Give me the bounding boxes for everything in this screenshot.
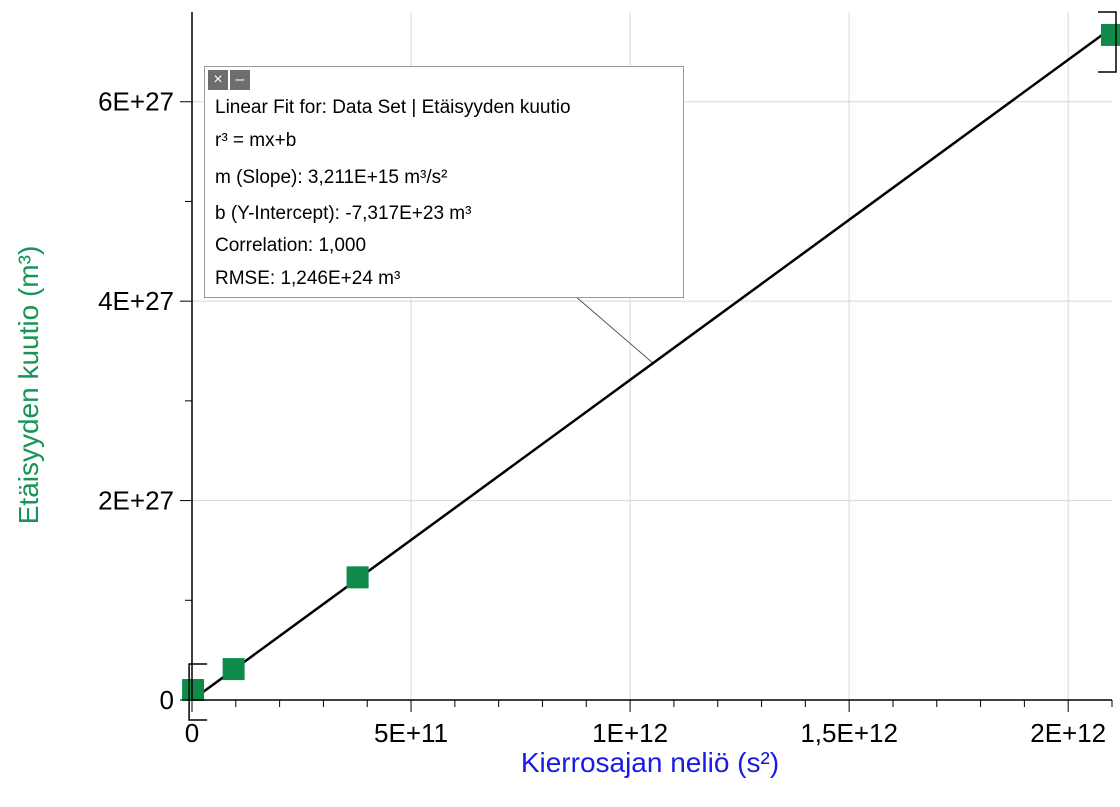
leader-line: [574, 295, 655, 365]
y-tick-label: 6E+27: [98, 87, 174, 117]
y-tick-labels: 0 2E+27 4E+27 6E+27: [98, 87, 174, 715]
fit-range-start-bracket: [188, 663, 208, 721]
fit-equation: r³ = mx+b: [215, 130, 297, 151]
y-axis-title: Etäisyyden kuutio (m³): [13, 246, 44, 525]
x-tick-label: 0: [185, 718, 199, 748]
fit-range-end-bracket: [1098, 11, 1117, 73]
data-point: [346, 566, 369, 589]
fit-slope: m (Slope): 3,211E+15 m³/s²: [215, 167, 448, 188]
data-point: [222, 658, 245, 681]
y-tick-label: 4E+27: [98, 286, 174, 316]
fit-box-leader-line: [574, 295, 655, 365]
axes: [180, 12, 1113, 712]
minimize-icon[interactable]: –: [230, 70, 250, 90]
range-brackets: [188, 11, 1117, 721]
fit-line-group: [191, 26, 1113, 702]
x-axis-title: Kierrosajan neliö (s²): [521, 747, 779, 778]
fit-intercept: b (Y-Intercept): -7,317E+23 m³: [215, 203, 472, 224]
y-tick-label: 0: [160, 685, 174, 715]
x-tick-label: 1E+12: [592, 718, 668, 748]
fit-correlation: Correlation: 1,000: [215, 235, 367, 256]
data-point: [182, 679, 205, 702]
fit-rmse: RMSE: 1,246E+24 m³: [215, 268, 401, 289]
x-tick-label: 2E+12: [1030, 718, 1106, 748]
linear-fit-annotation[interactable]: × – Linear Fit for: Data Set | Etäisyyde…: [204, 66, 684, 298]
x-tick-labels: 0 5E+11 1E+12 1,5E+12 2E+12: [185, 718, 1106, 748]
y-tick-label: 2E+27: [98, 486, 174, 516]
x-tick-label: 1,5E+12: [800, 718, 898, 748]
fit-line: [191, 26, 1113, 702]
fit-title: Linear Fit for: Data Set | Etäisyyden ku…: [215, 97, 571, 118]
x-tick-label: 5E+11: [374, 718, 448, 748]
fit-box-controls: × –: [208, 70, 250, 90]
close-icon[interactable]: ×: [208, 70, 228, 90]
data-point: [1101, 23, 1120, 46]
